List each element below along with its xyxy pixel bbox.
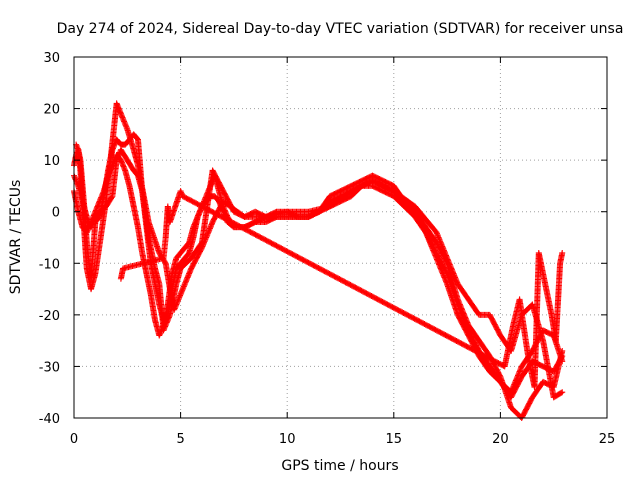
y-tick-label: 30: [43, 51, 60, 66]
data-point-track-3: [559, 358, 566, 365]
y-tick-label: -30: [39, 360, 60, 375]
axis-ticks: 0 5 10 15 20 25 -40 -30 -20 -10 0 10 20 30: [39, 51, 616, 447]
y-tick-label: 0: [52, 206, 60, 221]
y-tick-label: -10: [39, 257, 60, 272]
x-tick-label: 0: [70, 432, 78, 447]
x-tick-label: 10: [279, 432, 296, 447]
y-tick-label: 10: [43, 154, 60, 169]
x-axis-label: GPS time / hours: [281, 458, 398, 474]
data-point-track-4: [558, 389, 565, 396]
chart-title: Day 274 of 2024, Sidereal Day-to-day VTE…: [57, 21, 624, 37]
x-tick-label: 5: [176, 432, 184, 447]
x-tick-label: 25: [599, 432, 616, 447]
y-tick-label: -20: [39, 309, 60, 324]
data-points: [71, 100, 566, 421]
y-tick-label: 20: [43, 103, 60, 118]
x-tick-label: 20: [492, 432, 509, 447]
y-tick-label: -40: [39, 412, 60, 427]
plot-frame: [73, 56, 608, 419]
data-point-track-4: [559, 389, 566, 396]
data-point-track-5: [559, 249, 566, 256]
x-tick-label: 15: [386, 432, 403, 447]
y-axis-label: SDTVAR / TECUs: [8, 180, 24, 295]
